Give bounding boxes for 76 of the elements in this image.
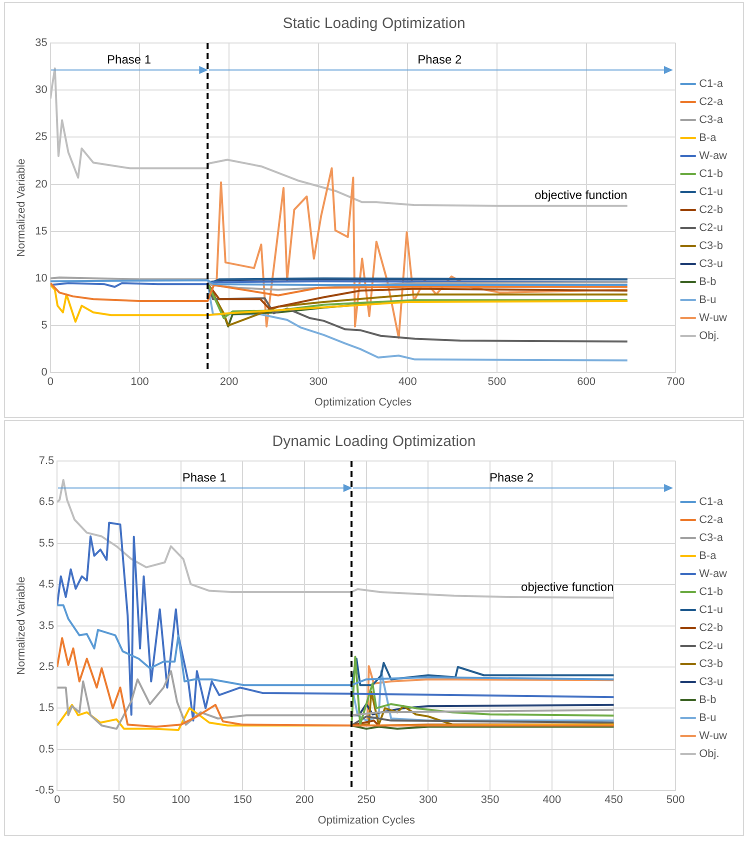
legend-label: B-u [699, 294, 716, 306]
y-tick-label: 0.5 [38, 743, 54, 756]
legend-label: B-b [699, 694, 716, 706]
legend-label: C3-u [699, 258, 723, 270]
y-tick-label: 0 [41, 366, 48, 379]
chart-title: Dynamic Loading Optimization [272, 433, 476, 450]
x-tick-label: 100 [172, 794, 190, 806]
y-tick-label: 4.5 [38, 578, 54, 591]
y-tick-label: 1.5 [38, 702, 54, 714]
x-tick-label: 50 [112, 794, 126, 806]
legend-label: C2-u [699, 640, 723, 652]
legend-label: C3-u [699, 676, 723, 688]
legend-label: C1-a [699, 78, 724, 90]
x-tick-label: 450 [604, 794, 623, 806]
legend-label: B-a [699, 550, 718, 562]
y-tick-label: 10 [35, 272, 48, 284]
annotation: Phase 1 [182, 470, 227, 485]
legend-label: B-b [699, 276, 716, 288]
legend-label: C3-b [699, 658, 723, 670]
x-tick-label: 400 [398, 376, 417, 388]
annotation: Phase 2 [490, 470, 534, 485]
x-tick-label: 200 [220, 376, 238, 388]
legend-label: C3-b [699, 240, 723, 252]
legend-label: C2-b [699, 622, 723, 634]
legend-label: C1-a [699, 496, 724, 508]
y-axis-title: Normalized Variable [16, 158, 28, 257]
annotation: Phase 2 [418, 52, 462, 67]
y-tick-label: -0.5 [35, 784, 54, 797]
y-tick-label: 6.5 [38, 496, 54, 508]
x-tick-label: 300 [419, 794, 438, 806]
y-tick-label: 5 [41, 320, 48, 332]
legend-label: C3-a [699, 532, 724, 544]
annotation: objective function [521, 580, 614, 594]
legend-label: C2-b [699, 204, 723, 216]
chart-title: Static Loading Optimization [282, 15, 466, 32]
legend-label: C3-a [699, 114, 724, 126]
legend-label: W-uw [699, 312, 728, 324]
x-axis-title: Optimization Cycles [314, 396, 412, 408]
y-tick-label: 30 [35, 84, 48, 96]
y-axis-title: Normalized Variable [16, 576, 28, 675]
x-tick-label: 600 [577, 376, 596, 388]
y-tick-label: 20 [35, 178, 48, 190]
x-tick-label: 250 [357, 794, 376, 806]
legend-label: B-u [699, 712, 716, 724]
legend-label: C1-b [699, 168, 723, 180]
legend-label: C2-a [699, 514, 724, 526]
legend-label: Obj. [699, 330, 720, 342]
y-tick-label: 7.5 [38, 455, 54, 468]
x-tick-label: 500 [488, 376, 506, 388]
x-tick-label: 300 [309, 376, 328, 388]
annotation: Phase 1 [107, 52, 152, 67]
y-tick-label: 3.5 [38, 620, 54, 632]
legend-label: C2-u [699, 222, 723, 234]
legend-label: C1-b [699, 586, 723, 598]
y-tick-label: 35 [35, 37, 48, 50]
annotation: objective function [534, 188, 628, 202]
x-tick-label: 400 [542, 794, 562, 806]
x-tick-label: 100 [130, 376, 149, 388]
legend-label: C1-u [699, 604, 723, 616]
legend-label: Obj. [699, 748, 720, 760]
x-axis-title: Optimization Cycles [318, 814, 416, 826]
legend-label: W-uw [699, 730, 728, 742]
y-tick-label: 15 [35, 225, 48, 238]
legend-label: C1-u [699, 186, 723, 198]
x-tick-label: 200 [295, 794, 314, 806]
legend-label: B-a [699, 132, 718, 144]
x-tick-label: 700 [666, 376, 685, 388]
x-tick-label: 350 [480, 794, 500, 806]
y-tick-label: 25 [35, 131, 48, 144]
y-tick-label: 2.5 [38, 661, 54, 674]
legend-label: W-aw [699, 568, 728, 580]
x-tick-label: 150 [234, 794, 252, 806]
x-tick-label: 500 [666, 794, 685, 806]
legend-label: C2-a [699, 96, 724, 108]
y-tick-label: 5.5 [38, 537, 54, 550]
legend-label: W-aw [699, 150, 728, 162]
